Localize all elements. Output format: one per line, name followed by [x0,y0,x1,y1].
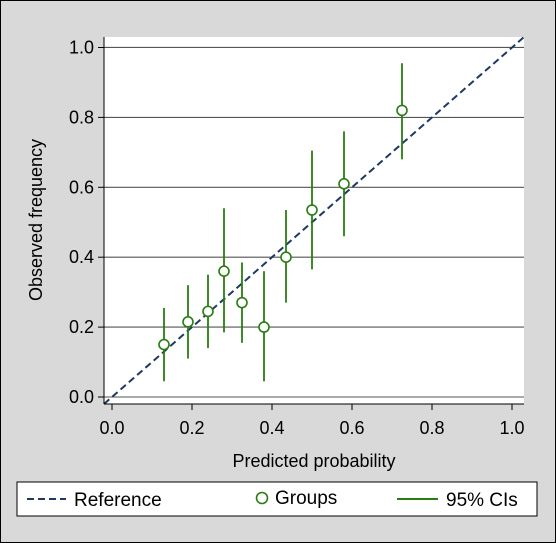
legend-ci-label: 95% CIs [446,490,518,511]
group-point-7 [306,204,318,216]
group-point-2 [202,305,214,318]
group-point-4 [236,296,248,309]
group-point-6 [280,251,292,264]
y-tick-label-0: 0.0 [69,387,94,407]
legend-reference-label: Reference [74,490,162,511]
legend-groups-label: Groups [275,488,337,509]
legend: Reference Groups 95% CIs [16,481,538,517]
y-axis-label: Observed frequency [26,139,46,301]
group-point-8 [338,178,350,190]
x-tick-label-3: 0.6 [339,418,364,438]
group-point-1 [182,316,194,328]
x-axis: 0.0 0.2 0.4 0.6 0.8 1.0 [99,403,525,438]
group-point-5 [258,321,270,333]
x-tick-label-1: 0.2 [179,418,204,438]
x-tick-label-0: 0.0 [99,418,124,438]
legend-groups-symbol [255,491,269,505]
legend-box [16,481,538,517]
x-tick-label-4: 0.8 [419,418,444,438]
y-tick-label-5: 1.0 [69,37,94,57]
x-tick-label-2: 0.4 [259,418,284,438]
y-tick-label-1: 0.2 [69,317,94,337]
y-tick-label-3: 0.6 [69,177,94,197]
y-tick-label-4: 0.8 [69,107,94,127]
group-points [158,104,408,351]
x-axis-label: Predicted probability [232,451,395,471]
group-point-9 [396,104,408,117]
reference-line [103,36,525,405]
gridlines [104,46,524,398]
group-point-3 [218,265,230,277]
x-tick-label-5: 1.0 [499,418,524,438]
reference-line-group [103,36,525,405]
y-axis: 0.0 0.2 0.4 0.6 0.8 1.0 [69,37,105,407]
y-tick-label-2: 0.4 [69,247,94,267]
group-point-0 [158,338,170,351]
